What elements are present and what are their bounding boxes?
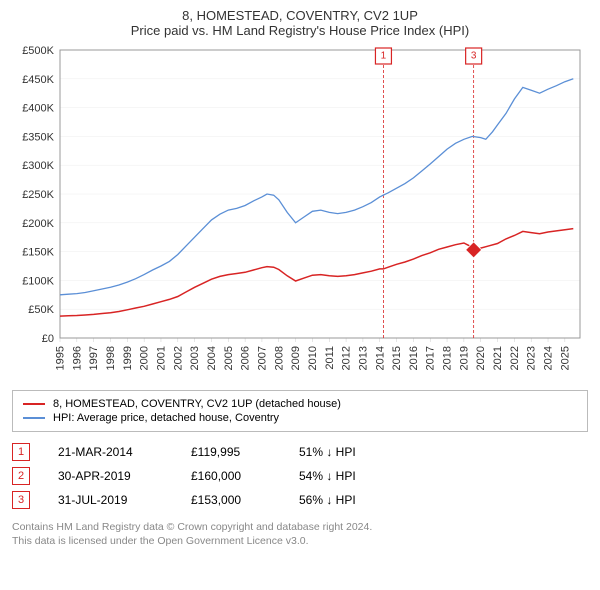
x-tick-label: 2011 [324, 346, 336, 370]
sale-price: £119,995 [191, 445, 271, 459]
y-tick-label: £450K [22, 74, 54, 86]
legend-row: 8, HOMESTEAD, COVENTRY, CV2 1UP (detache… [23, 397, 577, 411]
x-tick-label: 2008 [273, 346, 285, 370]
x-tick-label: 2002 [172, 346, 184, 370]
sale-date: 30-APR-2019 [58, 469, 163, 483]
chart-container: 8, HOMESTEAD, COVENTRY, CV2 1UP Price pa… [0, 0, 600, 590]
legend-label: 8, HOMESTEAD, COVENTRY, CV2 1UP (detache… [53, 398, 341, 410]
y-tick-label: £100K [22, 275, 54, 287]
sale-date: 21-MAR-2014 [58, 445, 163, 459]
y-tick-label: £400K [22, 103, 54, 115]
x-tick-label: 2018 [442, 346, 454, 370]
x-tick-label: 2001 [155, 346, 167, 370]
x-tick-label: 2017 [425, 346, 437, 370]
x-tick-label: 2006 [240, 346, 252, 370]
sale-number-box: 3 [12, 491, 30, 509]
x-tick-label: 2003 [189, 346, 201, 370]
title-subtitle: Price paid vs. HM Land Registry's House … [12, 23, 588, 38]
x-tick-label: 2012 [341, 346, 353, 370]
y-tick-label: £250K [22, 189, 54, 201]
x-tick-label: 1999 [122, 346, 134, 370]
sale-row: 1 21-MAR-2014 £119,995 51% ↓ HPI [12, 440, 588, 464]
sale-diff: 56% ↓ HPI [299, 493, 389, 507]
x-tick-label: 2024 [543, 346, 555, 370]
x-tick-label: 2009 [290, 346, 302, 370]
chart-area: £0 £50K £100K £150K £200K £250K £300K £350K £400… [12, 44, 588, 384]
legend-label: HPI: Average price, detached house, Cove… [53, 412, 279, 424]
x-tick-label: 1995 [55, 346, 67, 370]
x-tick-label: 1996 [71, 346, 83, 370]
x-tick-label: 2023 [526, 346, 538, 370]
footer-attribution: Contains HM Land Registry data © Crown c… [12, 520, 588, 548]
legend-swatch [23, 403, 45, 405]
x-tick-label: 2000 [139, 346, 151, 370]
x-tick-label: 1998 [105, 346, 117, 370]
x-tick-label: 2022 [509, 346, 521, 370]
x-tick-label: 2010 [307, 346, 319, 370]
x-tick-label: 2021 [492, 346, 504, 370]
sale-row: 2 30-APR-2019 £160,000 54% ↓ HPI [12, 464, 588, 488]
sale-price: £153,000 [191, 493, 271, 507]
sale-price: £160,000 [191, 469, 271, 483]
x-tick-label: 2007 [256, 346, 268, 370]
y-tick-label: £150K [22, 247, 54, 259]
x-tick-label: 1997 [88, 346, 100, 370]
legend-swatch [23, 417, 45, 419]
y-tick-label: £500K [22, 45, 54, 57]
sales-table: 1 21-MAR-2014 £119,995 51% ↓ HPI 2 30-APR-201… [12, 440, 588, 512]
x-tick-label: 2013 [357, 346, 369, 370]
x-tick-label: 2020 [475, 346, 487, 370]
title-block: 8, HOMESTEAD, COVENTRY, CV2 1UP Price pa… [12, 8, 588, 38]
sale-number-box: 2 [12, 467, 30, 485]
y-tick-label: £50K [28, 304, 54, 316]
y-tick-label: £300K [22, 160, 54, 172]
x-tick-label: 2015 [391, 346, 403, 370]
x-tick-label: 2019 [458, 346, 470, 370]
series-hpi [60, 79, 573, 295]
series-property [60, 229, 573, 317]
x-tick-label: 2004 [206, 346, 218, 370]
x-tick-label: 2014 [374, 346, 386, 370]
y-tick-label: £200K [22, 218, 54, 230]
sale-number-box: 1 [12, 443, 30, 461]
legend-row: HPI: Average price, detached house, Cove… [23, 411, 577, 425]
chart-svg: £0 £50K £100K £150K £200K £250K £300K £350K £400… [12, 44, 588, 384]
sale-date: 31-JUL-2019 [58, 493, 163, 507]
y-tick-label: £350K [22, 131, 54, 143]
y-tick-label: £0 [42, 333, 54, 345]
sale-diff: 51% ↓ HPI [299, 445, 389, 459]
sale-diff: 54% ↓ HPI [299, 469, 389, 483]
sale-row: 3 31-JUL-2019 £153,000 56% ↓ HPI [12, 488, 588, 512]
x-tick-label: 2025 [559, 346, 571, 370]
footer-line2: This data is licensed under the Open Gov… [12, 534, 588, 548]
legend-box: 8, HOMESTEAD, COVENTRY, CV2 1UP (detache… [12, 390, 588, 432]
title-address: 8, HOMESTEAD, COVENTRY, CV2 1UP [12, 8, 588, 23]
x-tick-label: 2016 [408, 346, 420, 370]
sale-marker-number: 3 [471, 51, 477, 62]
footer-line1: Contains HM Land Registry data © Crown c… [12, 520, 588, 534]
sale-marker-number: 1 [381, 51, 387, 62]
x-tick-label: 2005 [223, 346, 235, 370]
